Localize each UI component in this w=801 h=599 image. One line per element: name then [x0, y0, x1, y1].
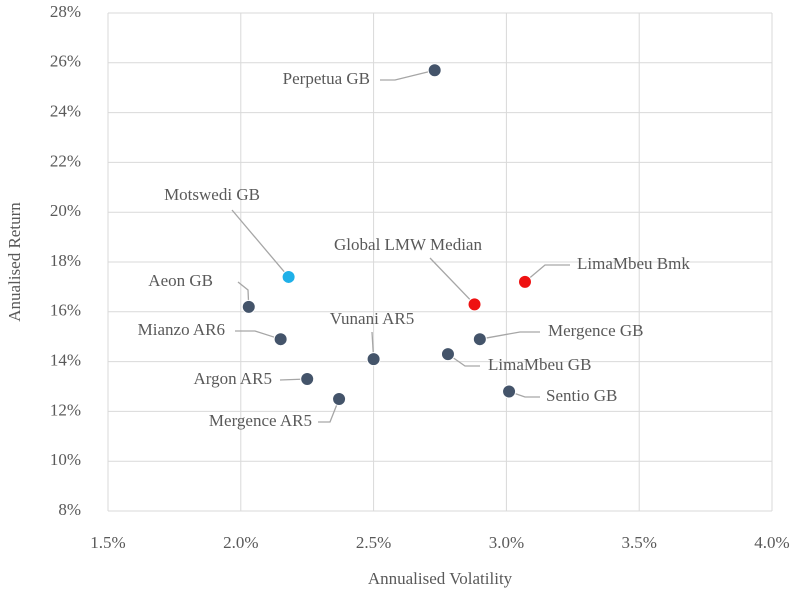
point-label: Aeon GB: [148, 271, 213, 290]
point-label: Sentio GB: [546, 386, 617, 405]
leader-line: [479, 331, 540, 340]
point-label: Argon AR5: [193, 369, 272, 388]
leader-line: [235, 330, 281, 340]
point-label: LimaMbeu Bmk: [577, 254, 690, 273]
point: [332, 391, 347, 406]
point: [440, 347, 455, 362]
x-axis-label: Annualised Volatility: [368, 569, 513, 588]
x-tick-label: 2.0%: [223, 533, 258, 552]
x-tick-label: 1.5%: [90, 533, 125, 552]
point: [467, 297, 482, 312]
point-label: Mergence AR5: [209, 411, 312, 430]
x-tick-label: 3.5%: [621, 533, 656, 552]
leader-line: [231, 209, 290, 278]
leader-line: [318, 398, 340, 423]
point-label: Mianzo AR6: [138, 320, 225, 339]
point: [472, 332, 487, 347]
y-tick-label: 28%: [50, 2, 81, 21]
point-label: Perpetua GB: [283, 69, 370, 88]
point-label: Vunani AR5: [330, 309, 414, 328]
leader-line: [524, 264, 570, 283]
y-tick-label: 8%: [58, 500, 81, 519]
x-tick-label: 3.0%: [489, 533, 524, 552]
point: [241, 299, 256, 314]
y-tick-label: 12%: [50, 400, 81, 419]
point: [281, 269, 296, 284]
point-label: LimaMbeu GB: [488, 355, 591, 374]
point: [502, 384, 517, 399]
x-tick-label: 2.5%: [356, 533, 391, 552]
point: [273, 332, 288, 347]
y-tick-label: 20%: [50, 201, 81, 220]
point: [427, 63, 442, 78]
x-tick-label: 4.0%: [754, 533, 789, 552]
y-tick-label: 18%: [50, 251, 81, 270]
point: [366, 352, 381, 367]
point: [300, 372, 315, 387]
point-label: Mergence GB: [548, 321, 644, 340]
y-tick-label: 14%: [50, 351, 81, 370]
point-label: Global LMW Median: [334, 235, 482, 254]
point: [517, 274, 532, 289]
leader-line: [380, 69, 435, 81]
y-tick-label: 24%: [50, 102, 81, 121]
y-tick-label: 26%: [50, 52, 81, 71]
y-tick-label: 10%: [50, 450, 81, 469]
y-axis-label: Anualised Return: [5, 202, 24, 322]
leader-line: [429, 257, 475, 305]
y-tick-label: 16%: [50, 301, 81, 320]
y-tick-label: 22%: [50, 151, 81, 170]
point-label: Motswedi GB: [164, 185, 260, 204]
